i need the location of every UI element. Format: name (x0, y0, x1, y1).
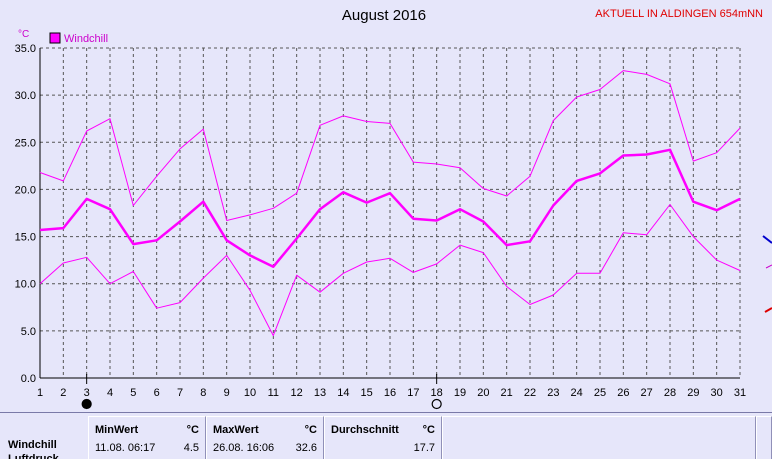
x-tick-label: 2 (60, 387, 66, 399)
x-tick-label: 10 (244, 387, 256, 399)
series-line-min (39, 204, 741, 337)
series-line-max (39, 70, 741, 221)
x-tick-label: 15 (361, 387, 373, 399)
station-label: AKTUELL IN ALDINGEN 654mNN (595, 8, 763, 20)
legend: Windchill (49, 32, 108, 45)
x-tick-label: 17 (407, 387, 419, 399)
x-tick-label: 29 (687, 387, 699, 399)
x-tick-labels: 1 2 3 4 5 6 7 8 9 10 11 12 13 14 15 16 17 18 19 20 21 22 23 24 2… (37, 387, 746, 399)
stats-edge-cell (756, 416, 772, 459)
x-tick-label: 5 (130, 387, 136, 399)
moon-markers (81, 374, 442, 410)
x-tick-label: 14 (337, 387, 349, 399)
y-tick-label: 15.0 (15, 232, 36, 244)
axes (39, 48, 741, 379)
x-tick-label: 20 (477, 387, 489, 399)
average-cell: Durchschnitt °C 17.7 (324, 416, 442, 459)
x-tick-label: 21 (501, 387, 513, 399)
max-datetime: 26.08. 16:06 (213, 442, 275, 454)
full-moon-icon (431, 398, 442, 410)
y-tick-label: 10.0 (15, 279, 36, 291)
windchill-chart: August 2016 AKTUELL IN ALDINGEN 654mNN °… (15, 7, 772, 410)
red-indicator-mark (764, 307, 772, 313)
x-tick-label: 24 (571, 387, 583, 399)
average-value: 17.7 (413, 442, 435, 454)
y-tick-label: 20.0 (15, 184, 36, 196)
x-tick-label: 11 (268, 387, 279, 399)
max-value-cell: MaxWert °C 26.08. 16:06 32.6 (206, 416, 324, 459)
x-tick-label: 30 (711, 387, 723, 399)
x-tick-label: 1 (37, 387, 43, 399)
x-tick-label: 23 (547, 387, 559, 399)
legend-swatch-windchill (49, 32, 61, 44)
series-lines (39, 70, 741, 337)
x-tick-label: 9 (224, 387, 230, 399)
min-header: MinWert (95, 424, 139, 436)
empty-stats-cell (442, 416, 756, 459)
x-tick-label: 26 (617, 387, 629, 399)
x-tick-label: 25 (594, 387, 606, 399)
x-tick-label: 27 (641, 387, 653, 399)
x-tick-label: 28 (664, 387, 676, 399)
x-tick-label: 22 (524, 387, 536, 399)
max-value: 32.6 (295, 442, 317, 454)
legend-label-windchill: Windchill (64, 33, 108, 45)
x-tick-label: 7 (177, 387, 183, 399)
y-tick-label: 5.0 (21, 326, 36, 338)
x-tick-label: 6 (154, 387, 160, 399)
min-value: 4.5 (183, 442, 199, 454)
x-tick-label: 3 (84, 387, 90, 399)
grid-lines (40, 47, 740, 378)
series-line-mean (39, 148, 741, 268)
max-header: MaxWert (213, 424, 259, 436)
x-tick-label: 13 (314, 387, 326, 399)
y-axis-unit: °C (18, 29, 29, 40)
y-tick-label: 0.0 (21, 373, 36, 385)
x-tick-label: 18 (431, 387, 443, 399)
x-tick-label: 19 (454, 387, 466, 399)
new-moon-icon (81, 398, 92, 410)
right-edge-indicators (762, 235, 772, 313)
stats-row-label: Windchill (8, 439, 57, 451)
magenta-indicator-mark (765, 264, 772, 269)
x-tick-label: 16 (384, 387, 396, 399)
y-tick-label: 35.0 (15, 43, 36, 55)
x-tick-label: 31 (734, 387, 746, 399)
x-tick-label: 12 (291, 387, 303, 399)
average-header: Durchschnitt (331, 424, 399, 436)
min-datetime: 11.08. 06:17 (95, 442, 156, 454)
blue-indicator-mark (762, 235, 772, 244)
y-tick-labels: 0.0 5.0 10.0 15.0 20.0 25.0 30.0 35.0 (15, 43, 36, 385)
average-unit: °C (422, 424, 435, 436)
x-tick-label: 8 (200, 387, 206, 399)
min-unit: °C (186, 424, 199, 436)
max-unit: °C (304, 424, 317, 436)
chart-area: August 2016 AKTUELL IN ALDINGEN 654mNN °… (15, 7, 772, 410)
stats-panel: Windchill Luftdruck MinWert °C 11.08. 06… (0, 412, 772, 459)
y-tick-label: 25.0 (15, 137, 36, 149)
chart-title: August 2016 (342, 7, 426, 24)
y-tick-label: 30.0 (15, 90, 36, 102)
x-tick-label: 4 (107, 387, 113, 399)
stats-row-label-partial: Luftdruck (8, 453, 59, 459)
min-value-cell: MinWert °C 11.08. 06:17 4.5 (88, 416, 206, 459)
